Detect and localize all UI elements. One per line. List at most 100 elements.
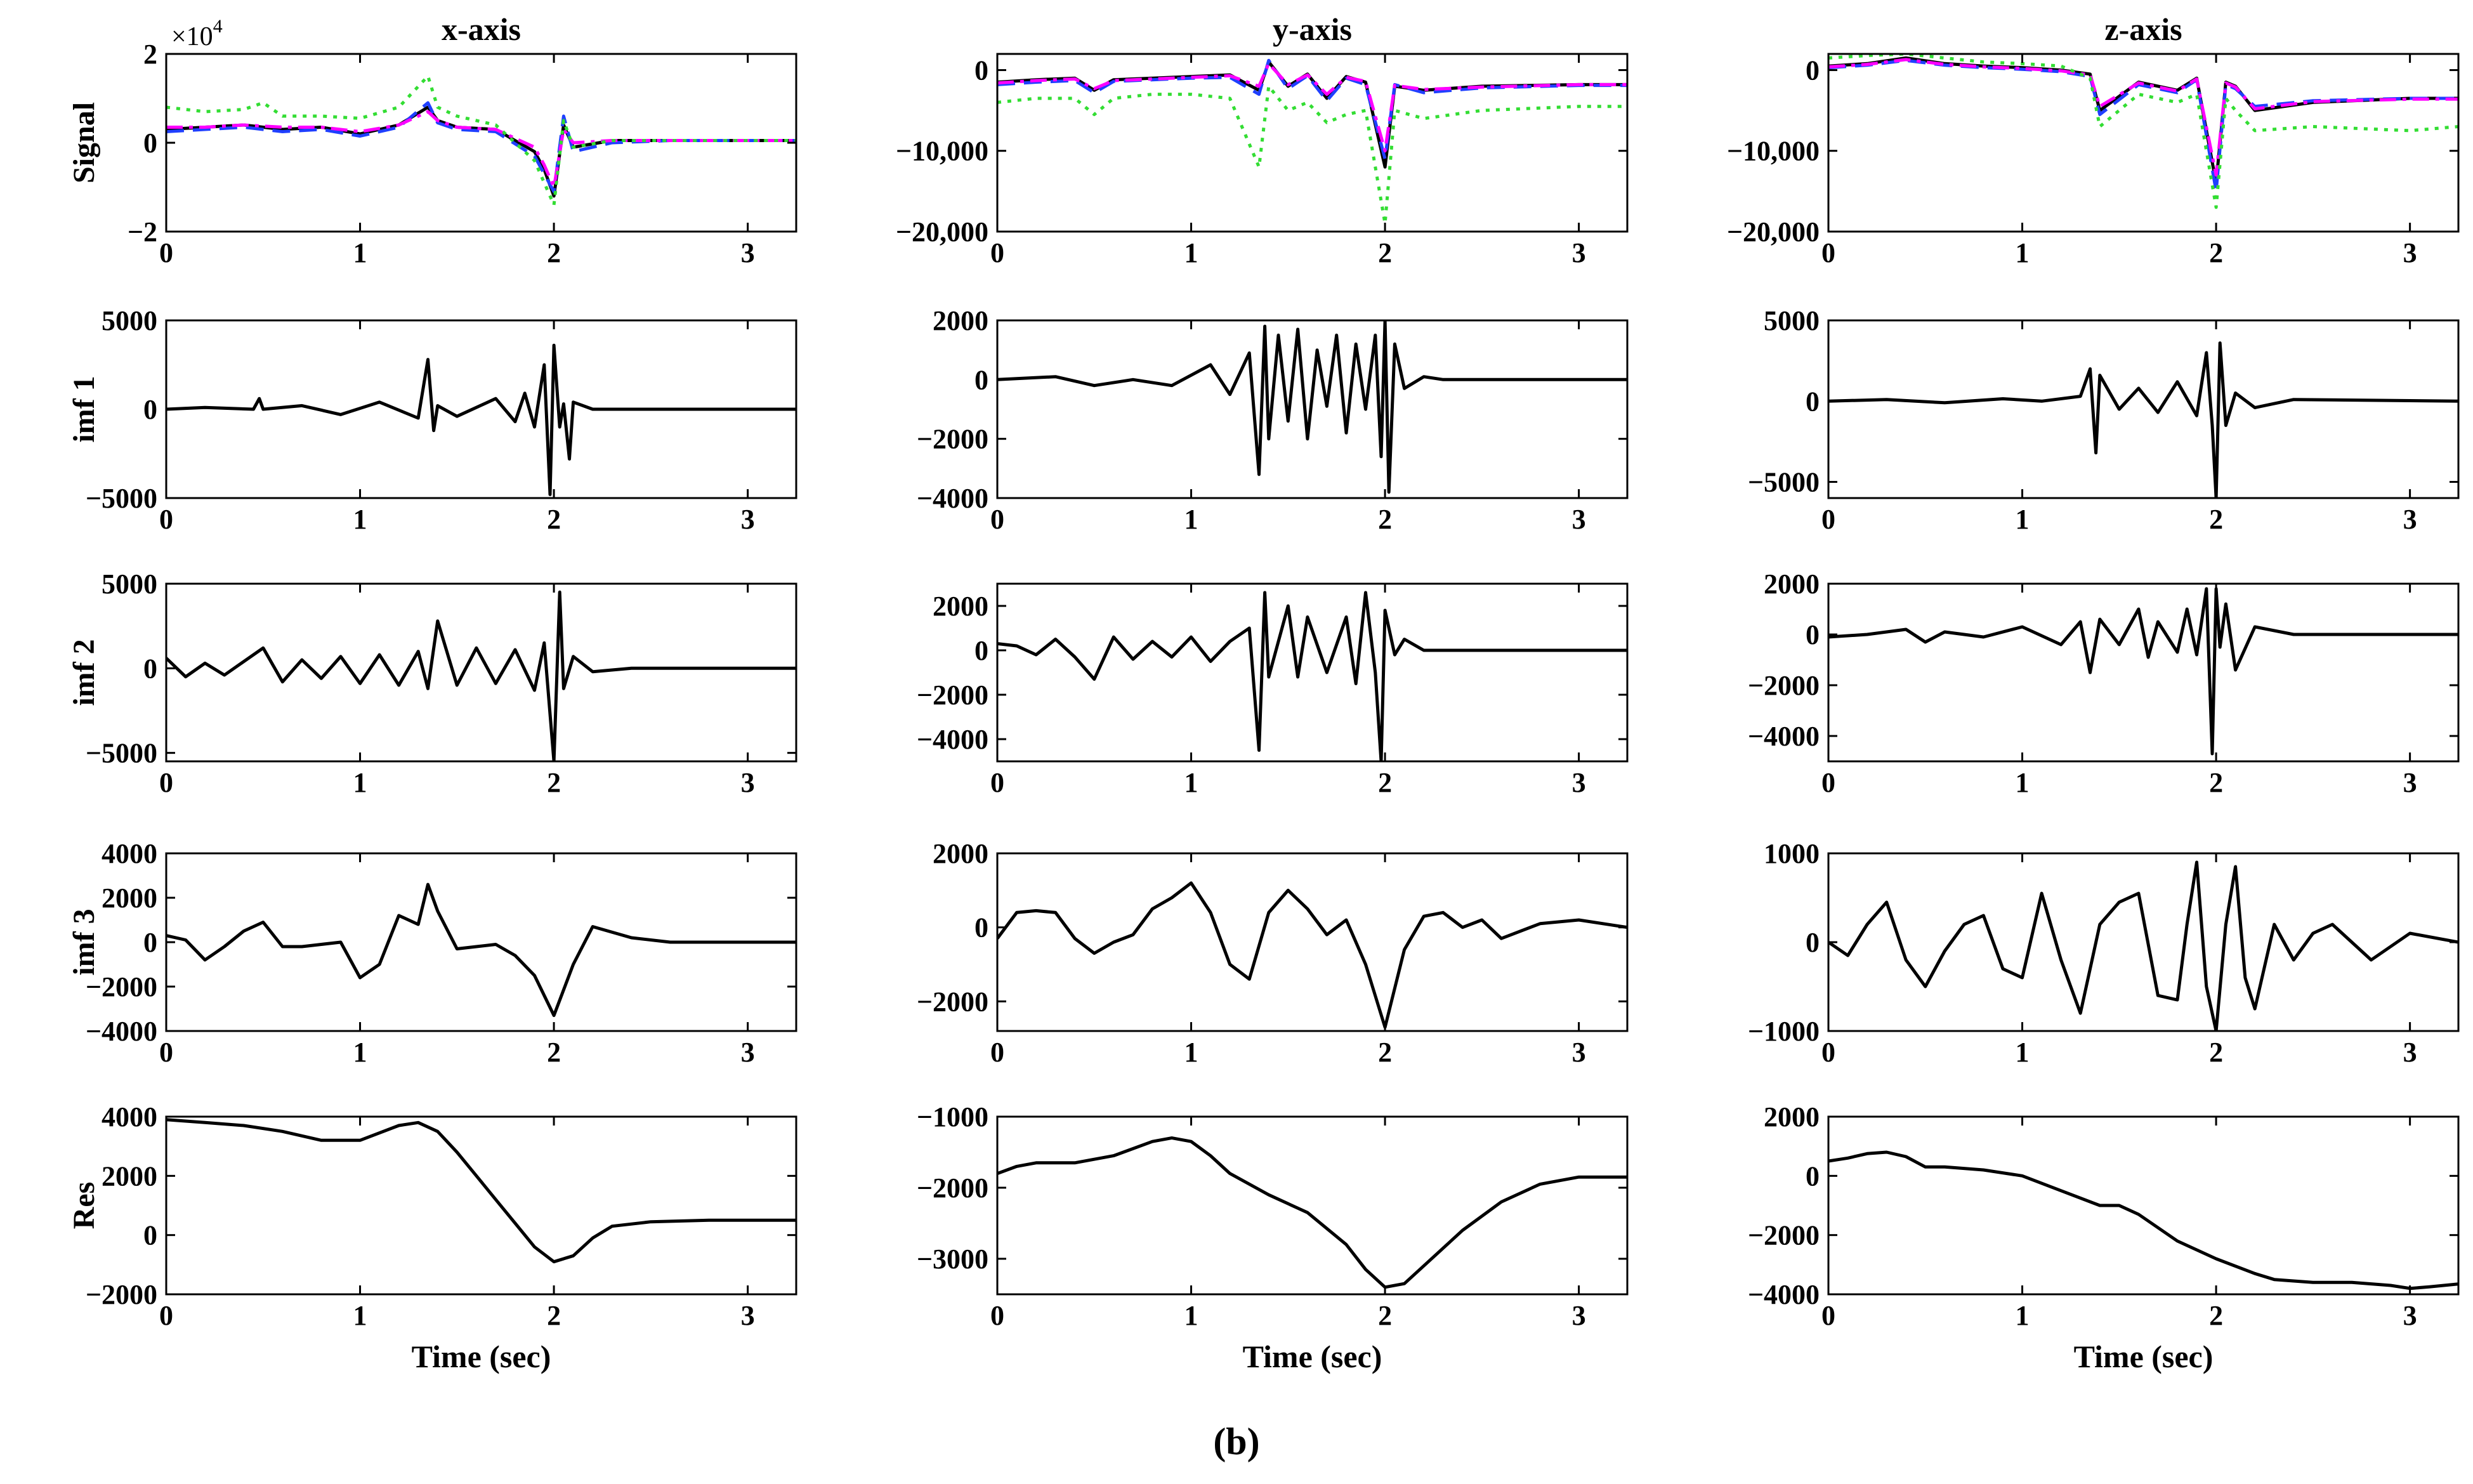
x-tick-label: 2 (1378, 767, 1392, 798)
y-tick-label: 0 (143, 1220, 157, 1251)
y-tick-label: −2000 (86, 971, 157, 1002)
x-tick-label: 0 (1821, 504, 1835, 535)
x-tick-label: 2 (1378, 1037, 1392, 1068)
panel-zaxis-imf2: 0 1 2 3 −4000 −2000 0 2000 (1748, 568, 2460, 798)
x-tick-label: 3 (2403, 1037, 2417, 1068)
x-tick-label: 1 (1184, 767, 1198, 798)
y-tick-label: −10,000 (896, 136, 988, 167)
x-tick-label: 0 (1821, 1300, 1835, 1331)
x-tick-label: 1 (353, 1037, 367, 1068)
y-tick-label: −2000 (1748, 1220, 1820, 1251)
y-tick-label: 1000 (1764, 838, 1820, 869)
y-tick-label: 0 (1806, 927, 1820, 958)
y-tick-label: 0 (143, 394, 157, 425)
x-tick-label: 1 (353, 237, 367, 268)
x-tick-label: 2 (547, 504, 561, 535)
x-tick-label: 0 (990, 1037, 1004, 1068)
axes-frame (165, 53, 797, 233)
y-tick-label: 5000 (102, 568, 157, 600)
series-line-1 (997, 591, 1627, 761)
series-line-2 (1828, 58, 2458, 193)
y-axis-label: imf 2 (67, 639, 101, 706)
x-tick-label: 2 (2209, 504, 2223, 535)
x-tick-label: 2 (2209, 237, 2223, 268)
y-tick-label: 2 (143, 39, 157, 70)
series-line-3 (1828, 58, 2458, 177)
y-tick-label: −2000 (86, 1279, 157, 1310)
x-tick-label: 0 (159, 237, 173, 268)
y-tick-label: 4000 (102, 838, 157, 869)
y-tick-label: −4000 (86, 1016, 157, 1047)
y-tick-label: 0 (974, 55, 988, 86)
y-tick-label: −2000 (917, 986, 988, 1017)
y-tick-label: −1000 (917, 1101, 988, 1133)
x-tick-label: 3 (741, 767, 755, 798)
x-tick-label: 0 (990, 767, 1004, 798)
x-tick-label: 0 (159, 1300, 173, 1331)
x-tick-label: 1 (353, 1300, 367, 1331)
x-axis-label: Time (sec) (2074, 1339, 2214, 1374)
x-axis-label: Time (sec) (1243, 1339, 1382, 1374)
x-tick-label: 1 (2016, 504, 2030, 535)
series-line-1 (166, 1118, 796, 1264)
y-tick-label: 2000 (102, 1160, 157, 1192)
x-tick-label: 3 (2403, 504, 2417, 535)
column-title: z-axis (2104, 11, 2182, 47)
x-tick-label: 1 (353, 504, 367, 535)
series-line-1 (166, 105, 796, 198)
column-title: x-axis (442, 11, 521, 47)
x-tick-label: 0 (159, 1037, 173, 1068)
x-tick-label: 1 (1184, 1037, 1198, 1068)
x-axis-label: Time (sec) (412, 1339, 551, 1374)
series-line-1 (166, 590, 796, 761)
y-tick-label: 2000 (933, 305, 988, 336)
axis-multiplier-exponent: 4 (213, 16, 223, 37)
series-line-1 (997, 1136, 1627, 1289)
x-tick-label: 2 (1378, 1300, 1392, 1331)
axes-frame (996, 319, 1629, 499)
x-tick-label: 0 (990, 237, 1004, 268)
axes-frame (1827, 53, 2460, 233)
panel-zaxis-signal: 0 1 2 3 −20,000 −10,000 0 z-axis (1727, 11, 2460, 268)
x-tick-label: 2 (2209, 1300, 2223, 1331)
x-tick-label: 3 (741, 237, 755, 268)
x-tick-label: 1 (2016, 767, 2030, 798)
x-tick-label: 0 (159, 504, 173, 535)
x-tick-label: 2 (547, 237, 561, 268)
x-tick-label: 1 (1184, 504, 1198, 535)
series-line-1 (997, 881, 1627, 1029)
y-tick-label: −5000 (1748, 467, 1820, 498)
y-tick-label: −3000 (917, 1244, 988, 1275)
x-tick-label: 2 (2209, 767, 2223, 798)
x-tick-label: 3 (1572, 504, 1586, 535)
x-tick-label: 3 (1572, 237, 1586, 268)
x-tick-label: 1 (2016, 237, 2030, 268)
x-tick-label: 2 (1378, 237, 1392, 268)
axes-frame (1827, 1115, 2460, 1296)
y-tick-label: 2000 (1764, 568, 1820, 600)
y-tick-label: −4000 (917, 724, 988, 755)
y-tick-label: −2000 (917, 1172, 988, 1204)
panel-yaxis-res: 0 1 2 3 −3000 −2000 −1000 Time (sec) (917, 1101, 1629, 1374)
x-tick-label: 1 (1184, 1300, 1198, 1331)
y-tick-label: 5000 (1764, 305, 1820, 336)
x-tick-label: 0 (159, 767, 173, 798)
series-line-1 (1828, 587, 2458, 756)
x-tick-label: 2 (1378, 504, 1392, 535)
series-line-1 (1828, 860, 2458, 1031)
series-line-1 (1828, 1150, 2458, 1290)
y-tick-label: 0 (143, 128, 157, 159)
x-tick-label: 2 (2209, 1037, 2223, 1068)
x-tick-label: 1 (1184, 237, 1198, 268)
x-tick-label: 0 (1821, 1037, 1835, 1068)
axes-frame (996, 582, 1629, 763)
y-tick-label: 0 (143, 927, 157, 958)
x-tick-label: 3 (1572, 1037, 1586, 1068)
panel-xaxis-imf3: 0 1 2 3 −4000 −2000 0 2000 4000 imf 3 (67, 838, 797, 1068)
y-tick-label: 4000 (102, 1101, 157, 1133)
y-tick-label: 0 (143, 653, 157, 684)
